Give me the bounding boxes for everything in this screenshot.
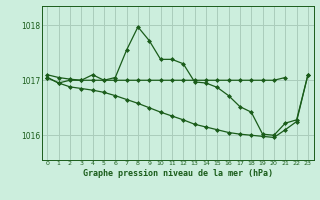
X-axis label: Graphe pression niveau de la mer (hPa): Graphe pression niveau de la mer (hPa) xyxy=(83,169,273,178)
